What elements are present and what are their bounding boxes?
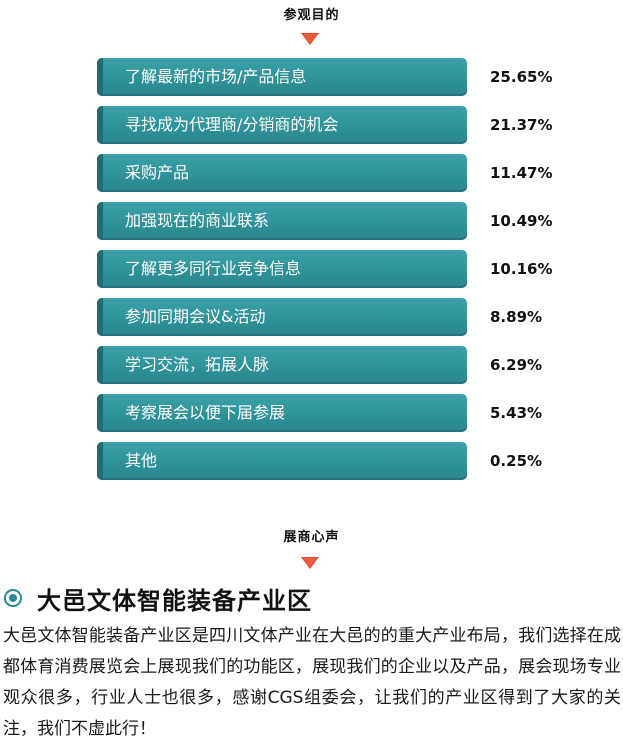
survey-bar-accent — [97, 106, 103, 144]
survey-bar: 了解更多同行业竞争信息 — [97, 250, 467, 288]
survey-bar-accent — [97, 202, 103, 240]
survey-row: 学习交流，拓展人脉 6.29% — [97, 346, 567, 384]
survey-row: 了解更多同行业竞争信息 10.16% — [97, 250, 567, 288]
survey-bar-accent — [97, 58, 103, 96]
survey-bar-accent — [97, 442, 103, 480]
survey-label: 参加同期会议&活动 — [125, 307, 266, 326]
survey-bar-accent — [97, 154, 103, 192]
survey-row: 其他 0.25% — [97, 442, 567, 480]
survey-bar-accent — [97, 298, 103, 336]
survey-percent: 10.16% — [490, 260, 553, 278]
survey-section-title: 参观目的 — [283, 8, 340, 23]
survey-bar-accent — [97, 394, 103, 432]
exhibitor-name: 大邑文体智能装备产业区 — [37, 586, 312, 615]
exhibitor-heading: 大邑文体智能装备产业区 — [4, 583, 312, 615]
exhibitor-quote: 大邑文体智能装备产业区是四川文体产业在大邑的的重大产业布局，我们选择在成都体育消… — [3, 626, 621, 739]
survey-bar: 参加同期会议&活动 — [97, 298, 467, 336]
survey-label: 了解更多同行业竞争信息 — [125, 259, 302, 278]
survey-bar-accent — [97, 250, 103, 288]
survey-row: 了解最新的市场/产品信息 25.65% — [97, 58, 567, 96]
exhibitor-section-title: 展商心声 — [283, 530, 340, 545]
survey-label: 了解最新的市场/产品信息 — [125, 67, 307, 86]
survey-bar: 了解最新的市场/产品信息 — [97, 58, 467, 96]
survey-percent: 25.65% — [490, 68, 553, 86]
survey-percent: 11.47% — [490, 164, 553, 182]
circle-bullet-icon — [4, 589, 22, 607]
survey-bar: 加强现在的商业联系 — [97, 202, 467, 240]
survey-percent: 10.49% — [490, 212, 553, 230]
survey-row: 考察展会以便下届参展 5.43% — [97, 394, 567, 432]
survey-label: 寻找成为代理商/分销商的机会 — [125, 115, 339, 134]
survey-bar: 学习交流，拓展人脉 — [97, 346, 467, 384]
survey-bar: 寻找成为代理商/分销商的机会 — [97, 106, 467, 144]
survey-label: 学习交流，拓展人脉 — [125, 355, 270, 374]
triangle-down-icon — [301, 33, 319, 45]
survey-bar: 考察展会以便下届参展 — [97, 394, 467, 432]
survey-row: 参加同期会议&活动 8.89% — [97, 298, 567, 336]
survey-label: 考察展会以便下届参展 — [125, 403, 286, 422]
survey-row: 加强现在的商业联系 10.49% — [97, 202, 567, 240]
survey-bar: 采购产品 — [97, 154, 467, 192]
triangle-down-icon — [301, 557, 319, 569]
survey-row: 采购产品 11.47% — [97, 154, 567, 192]
survey-percent: 5.43% — [490, 404, 543, 422]
survey-percent: 0.25% — [490, 452, 543, 470]
survey-label: 加强现在的商业联系 — [125, 211, 270, 230]
survey-label: 其他 — [125, 451, 158, 470]
survey-bar-accent — [97, 346, 103, 384]
survey-row: 寻找成为代理商/分销商的机会 21.37% — [97, 106, 567, 144]
survey-list: 了解最新的市场/产品信息 25.65% 寻找成为代理商/分销商的机会 21.37% 采购… — [97, 58, 567, 490]
survey-bar: 其他 — [97, 442, 467, 480]
survey-percent: 8.89% — [490, 308, 543, 326]
survey-percent: 6.29% — [490, 356, 543, 374]
survey-label: 采购产品 — [125, 163, 190, 182]
survey-percent: 21.37% — [490, 116, 553, 134]
